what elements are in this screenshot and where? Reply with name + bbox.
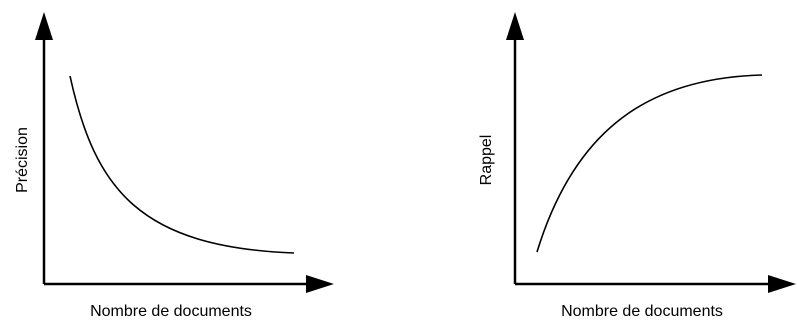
recall-curve <box>536 74 763 253</box>
recall-x-axis-arrow <box>768 275 796 293</box>
precision-x-axis-arrow <box>306 275 334 293</box>
precision-y-axis-arrow <box>35 12 53 40</box>
recall-chart: Rappel Nombre de documents <box>478 12 796 320</box>
precision-curve <box>69 75 295 254</box>
recall-y-axis-arrow <box>506 12 524 40</box>
precision-x-label: Nombre de documents <box>90 303 252 320</box>
precision-y-label: Précision <box>14 127 31 193</box>
recall-y-label: Rappel <box>478 135 495 186</box>
recall-x-label: Nombre de documents <box>561 303 723 320</box>
precision-chart: Précision Nombre de documents <box>14 12 334 320</box>
